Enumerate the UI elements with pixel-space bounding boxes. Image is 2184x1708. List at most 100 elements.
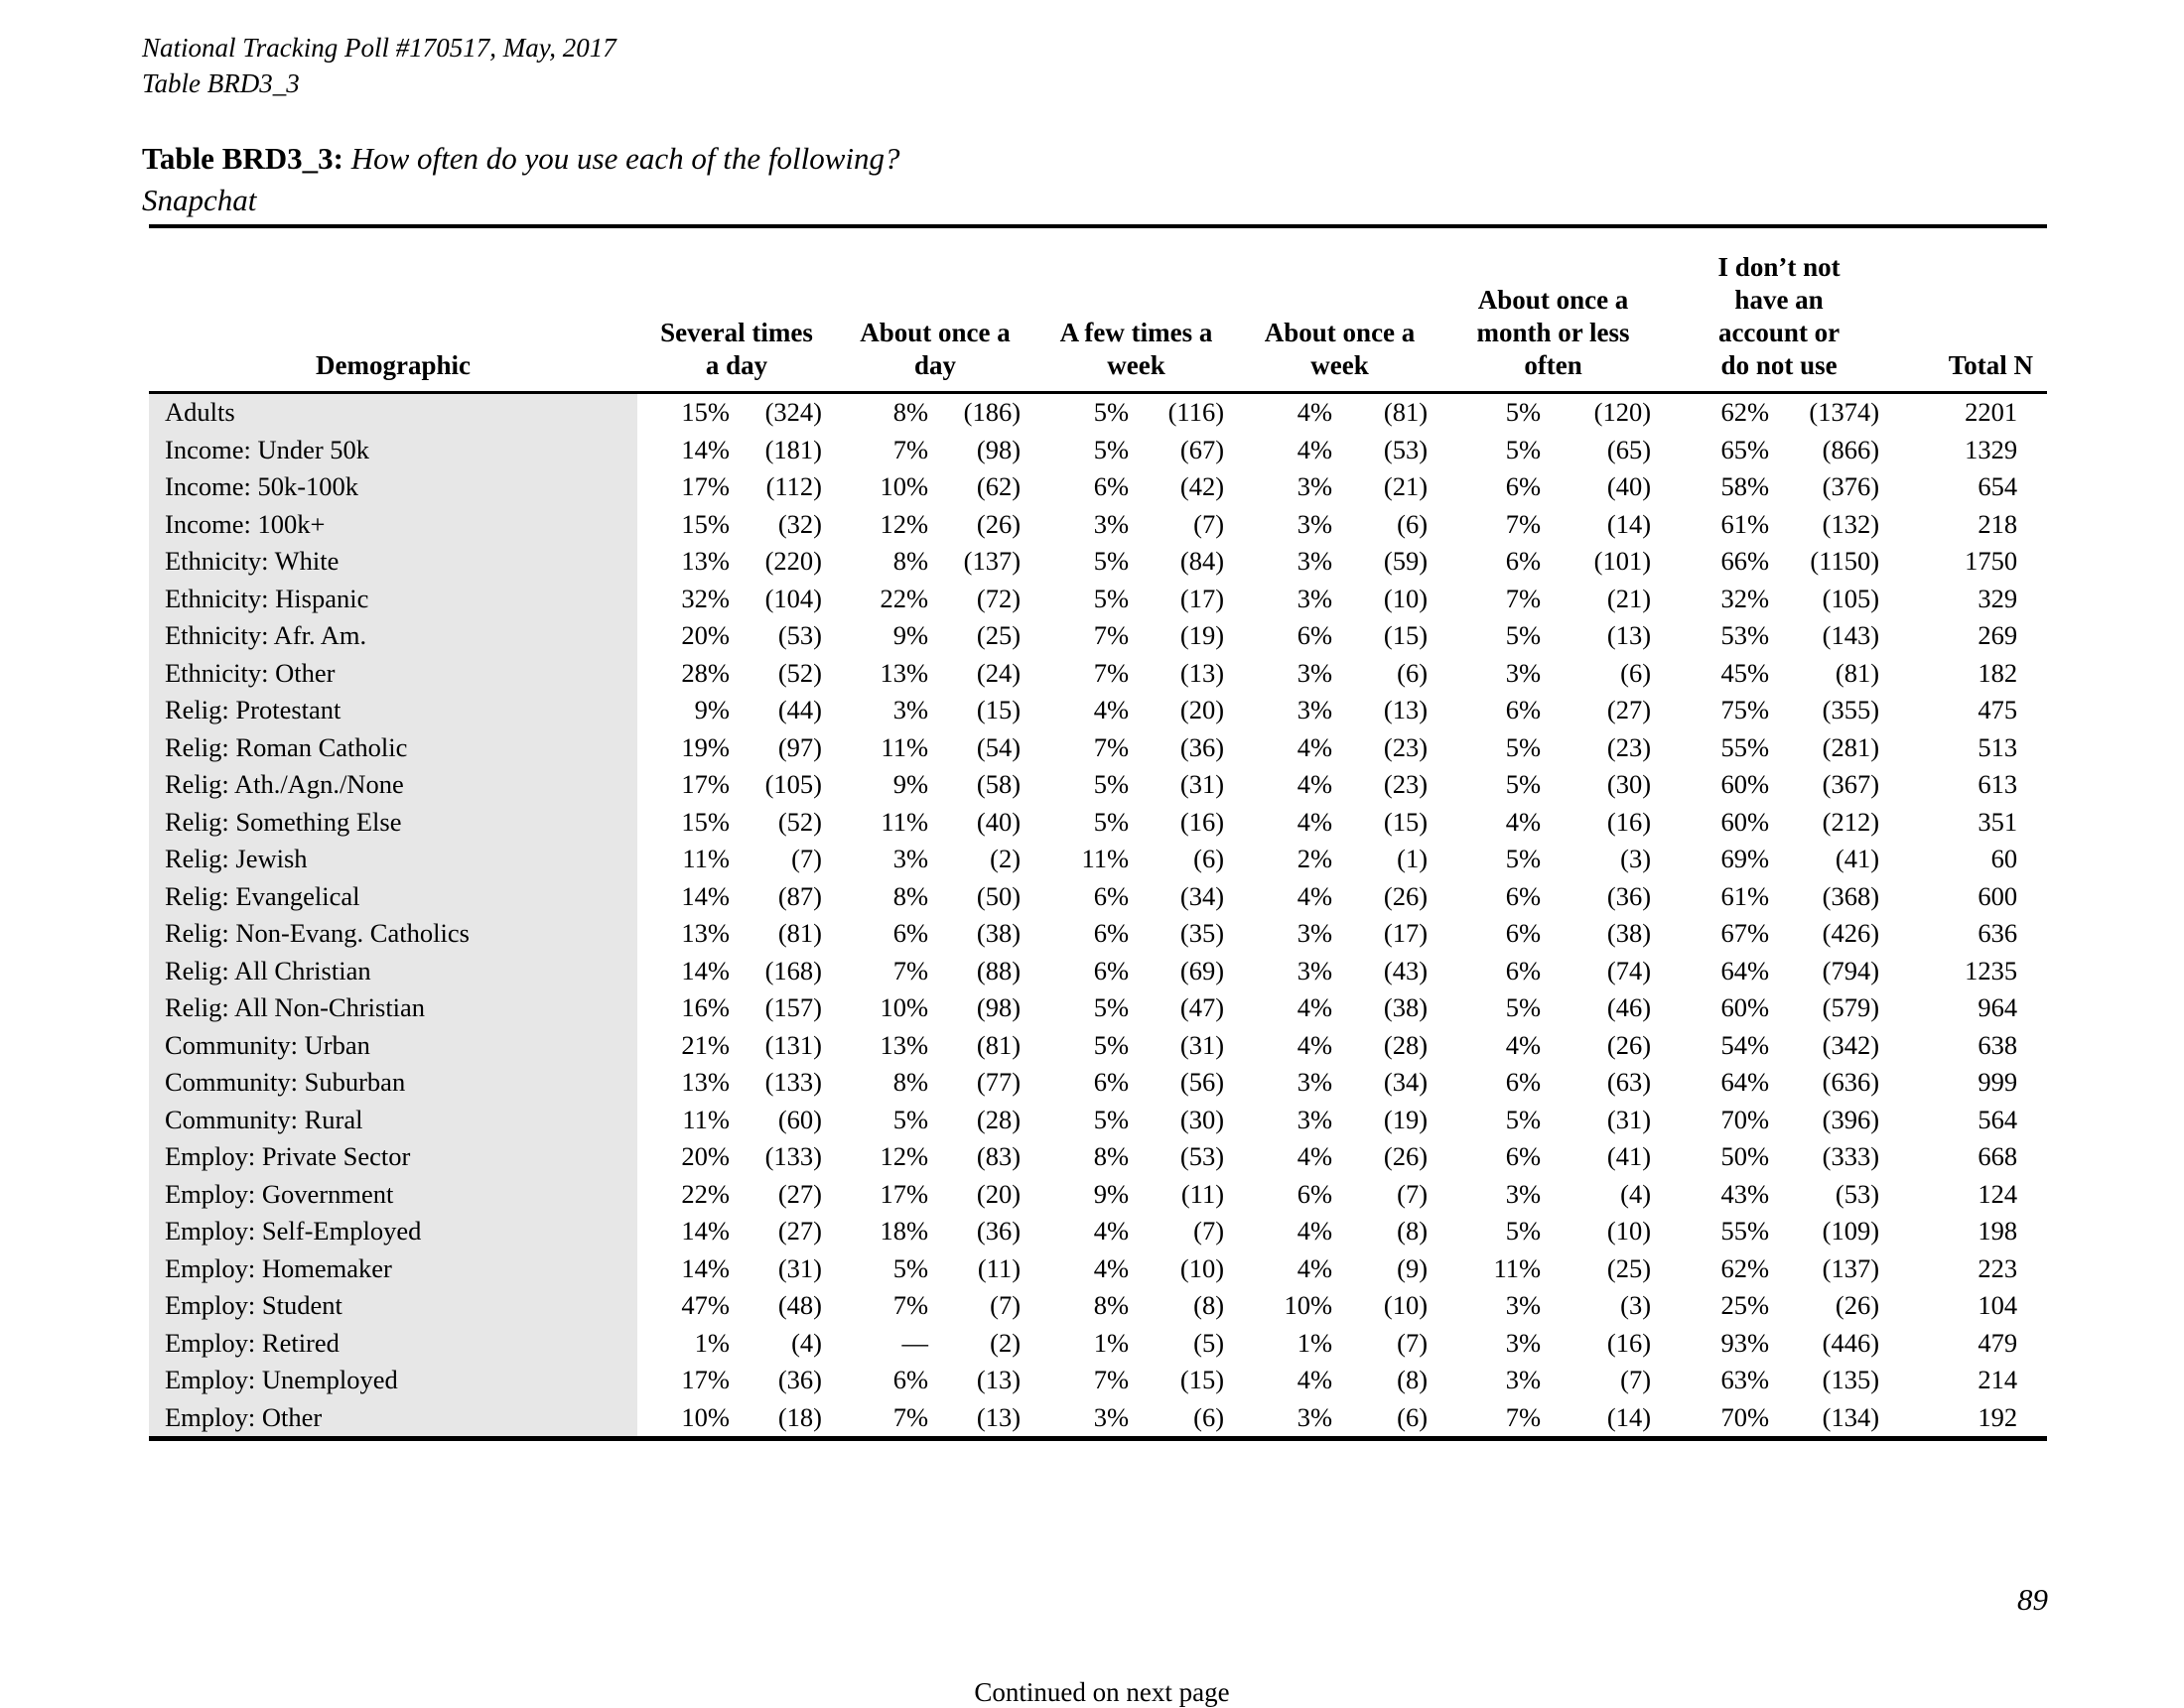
percent-cell: 9% bbox=[694, 695, 730, 725]
count-cell: (21) bbox=[1383, 471, 1429, 502]
percent-cell: 4% bbox=[1297, 1252, 1333, 1283]
percent-cell: 11% bbox=[682, 844, 730, 874]
row-label-cell: Community: Urban bbox=[149, 1026, 637, 1064]
count-cell: (6) bbox=[1397, 657, 1429, 688]
percent-cell: 3% bbox=[1297, 918, 1333, 949]
percent-cell: 60% bbox=[1720, 806, 1770, 837]
percent-cell: 4% bbox=[1297, 1365, 1333, 1395]
percent-cell: 7% bbox=[1093, 657, 1130, 688]
percent-cell: 7% bbox=[1093, 731, 1130, 762]
count-cell: (87) bbox=[777, 880, 823, 911]
count-cell: (10) bbox=[1179, 1252, 1225, 1283]
count-cell: (11) bbox=[977, 1252, 1022, 1283]
count-cell: (112) bbox=[765, 471, 823, 502]
count-cell: (30) bbox=[1606, 769, 1652, 800]
count-cell: (24) bbox=[976, 657, 1022, 688]
percent-cell: 15% bbox=[681, 806, 730, 837]
percent-cell: 6% bbox=[892, 1365, 929, 1395]
percent-cell: 3% bbox=[1297, 471, 1333, 502]
count-cell: (17) bbox=[1179, 583, 1225, 613]
count-cell: (44) bbox=[777, 695, 823, 725]
count-cell: (69) bbox=[1179, 955, 1225, 985]
percent-cell: 75% bbox=[1720, 695, 1770, 725]
count-cell: (17) bbox=[1383, 918, 1429, 949]
count-cell: (52) bbox=[777, 806, 823, 837]
count-cell: (23) bbox=[1383, 769, 1429, 800]
percent-cell: 8% bbox=[892, 1067, 929, 1098]
percent-cell: 8% bbox=[892, 546, 929, 577]
total-n-cell: 351 bbox=[1978, 806, 2018, 837]
percent-cell: 13% bbox=[880, 657, 929, 688]
percent-cell: 55% bbox=[1720, 1216, 1770, 1247]
percent-cell: 13% bbox=[681, 918, 730, 949]
count-cell: (32) bbox=[777, 508, 823, 539]
table-body: Adults 15% (324) 8% (186) 5% (116) 4% (81) 5% (120… bbox=[149, 392, 2047, 1439]
percent-cell: 60% bbox=[1720, 769, 1770, 800]
count-cell: (7) bbox=[1397, 1178, 1429, 1209]
percent-cell: 53% bbox=[1720, 620, 1770, 651]
row-label-cell: Relig: Protestant bbox=[149, 692, 637, 729]
table-sheet: Demographic Several times a day About once … bbox=[149, 224, 2048, 1707]
percent-cell: 6% bbox=[1093, 918, 1130, 949]
percent-cell: 9% bbox=[892, 620, 929, 651]
percent-cell: 3% bbox=[1297, 1067, 1333, 1098]
percent-cell: 6% bbox=[1505, 1141, 1542, 1172]
header-line: About once a bbox=[1477, 285, 1629, 315]
count-cell: (14) bbox=[1606, 1401, 1652, 1432]
count-cell: (63) bbox=[1606, 1067, 1652, 1098]
percent-cell: 3% bbox=[1093, 508, 1130, 539]
count-cell: (26) bbox=[1383, 880, 1429, 911]
count-cell: (26) bbox=[976, 508, 1022, 539]
table-row: Ethnicity: Hispanic 32% (104) 22% (72) 5% (17)… bbox=[149, 580, 2047, 617]
count-cell: (426) bbox=[1822, 918, 1880, 949]
count-cell: (41) bbox=[1835, 844, 1880, 874]
percent-cell: 5% bbox=[1505, 620, 1542, 651]
percent-cell: 5% bbox=[1093, 434, 1130, 464]
percent-cell: 3% bbox=[1505, 1365, 1542, 1395]
total-n-cell: 600 bbox=[1978, 880, 2018, 911]
percent-cell: 21% bbox=[681, 1029, 730, 1060]
percent-cell: 11% bbox=[682, 1104, 730, 1134]
percent-cell: 2% bbox=[1297, 844, 1333, 874]
count-cell: (181) bbox=[764, 434, 823, 464]
count-cell: (83) bbox=[976, 1141, 1022, 1172]
column-header: About once a week bbox=[1238, 226, 1442, 394]
page-number: 89 bbox=[2017, 1582, 2048, 1617]
count-cell: (10) bbox=[1383, 583, 1429, 613]
count-cell: (52) bbox=[777, 657, 823, 688]
header-line: have an bbox=[1734, 285, 1824, 315]
row-label-cell: Relig: All Non-Christian bbox=[149, 989, 637, 1027]
header-line: account or bbox=[1717, 318, 1841, 347]
percent-cell: 32% bbox=[681, 583, 730, 613]
percent-cell: 12% bbox=[880, 508, 929, 539]
header-line: Total N bbox=[1948, 350, 2034, 380]
percent-cell: 17% bbox=[681, 1365, 730, 1395]
percent-cell: 32% bbox=[1720, 583, 1770, 613]
count-cell: (9) bbox=[1397, 1252, 1429, 1283]
percent-cell: 6% bbox=[1505, 918, 1542, 949]
percent-cell: 64% bbox=[1720, 1067, 1770, 1098]
count-cell: (1150) bbox=[1810, 546, 1880, 577]
count-cell: (81) bbox=[976, 1029, 1022, 1060]
percent-cell: 6% bbox=[1297, 620, 1333, 651]
percent-cell: 1% bbox=[694, 1327, 730, 1358]
percent-cell: 1% bbox=[1093, 1327, 1130, 1358]
count-cell: (368) bbox=[1822, 880, 1880, 911]
column-header: I don’t not have an account or do not use bbox=[1665, 226, 1894, 394]
count-cell: (579) bbox=[1822, 992, 1880, 1023]
percent-cell: 5% bbox=[892, 1104, 929, 1134]
count-cell: (46) bbox=[1606, 992, 1652, 1023]
count-cell: (13) bbox=[976, 1365, 1022, 1395]
row-label-cell: Community: Suburban bbox=[149, 1064, 637, 1102]
count-cell: (16) bbox=[1606, 1327, 1652, 1358]
total-n-cell: 198 bbox=[1978, 1216, 2018, 1247]
percent-cell: 22% bbox=[880, 583, 929, 613]
header-line: often bbox=[1524, 350, 1582, 380]
table-row: Employ: Government 22% (27) 17% (20) 9% (11) 6%… bbox=[149, 1175, 2047, 1213]
count-cell: (6) bbox=[1397, 508, 1429, 539]
total-n-cell: 269 bbox=[1978, 620, 2018, 651]
count-cell: (7) bbox=[1397, 1327, 1429, 1358]
count-cell: (40) bbox=[1606, 471, 1652, 502]
count-cell: (38) bbox=[976, 918, 1022, 949]
count-cell: (105) bbox=[1822, 583, 1880, 613]
